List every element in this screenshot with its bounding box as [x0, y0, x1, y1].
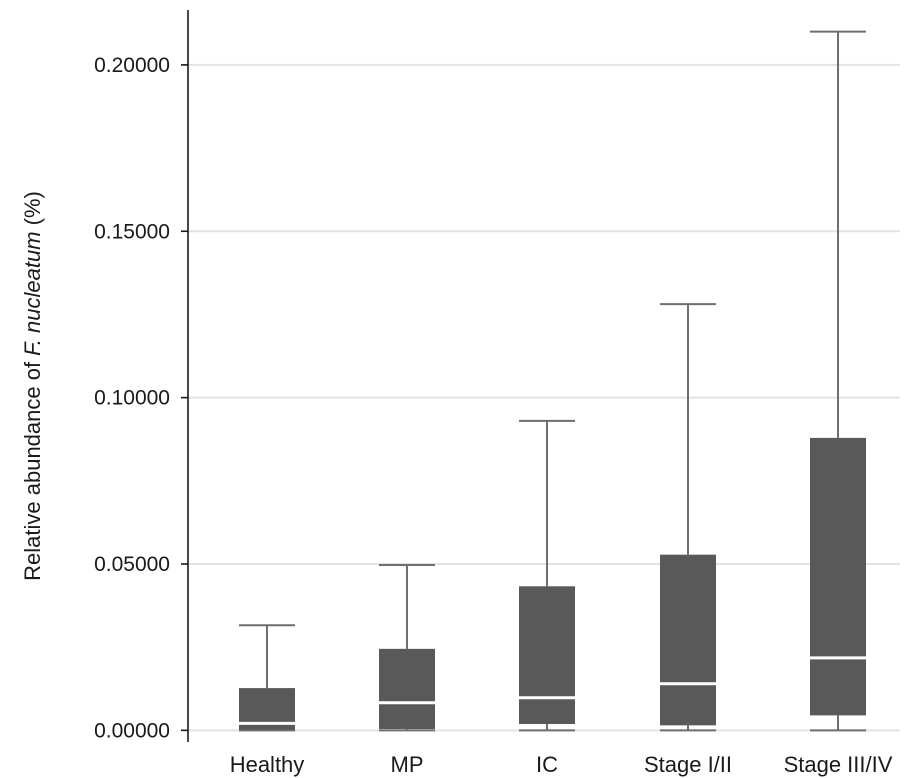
box-ic — [519, 419, 575, 732]
y-tick-label: 0.00000 — [94, 719, 170, 742]
box-healthy — [239, 624, 295, 732]
y-tick-label: 0.15000 — [94, 220, 170, 243]
x-category-label: MP — [391, 752, 424, 777]
x-category-label: Healthy — [230, 752, 305, 777]
box-mp — [379, 563, 435, 732]
iqr-box — [810, 437, 866, 716]
y-axis-title: Relative abundance of F. nucleatum (%) — [20, 191, 45, 581]
x-category-label: Stage III/IV — [784, 752, 893, 777]
y-axis-ticks: 0.00000 0.05000 0.10000 0.15000 0.20000 — [94, 54, 188, 742]
x-axis-labels: Healthy MP IC Stage I/II Stage III/IV — [230, 752, 893, 777]
iqr-box — [379, 648, 435, 730]
box-stage-i-ii — [660, 303, 716, 732]
y-axis-title-species: F. nucleatum — [20, 231, 45, 355]
x-category-label: IC — [536, 752, 558, 777]
y-tick-label: 0.10000 — [94, 387, 170, 410]
y-tick-label: 0.20000 — [94, 54, 170, 77]
box-stage-iii-iv — [810, 30, 866, 732]
y-axis-title-prefix: Relative abundance of — [20, 356, 45, 581]
y-axis-title-unit: (%) — [20, 191, 45, 231]
iqr-box — [660, 554, 716, 726]
x-category-label: Stage I/II — [644, 752, 732, 777]
y-tick-label: 0.05000 — [94, 553, 170, 576]
boxes — [239, 30, 866, 732]
iqr-box — [519, 586, 575, 725]
gridlines — [188, 63, 900, 732]
